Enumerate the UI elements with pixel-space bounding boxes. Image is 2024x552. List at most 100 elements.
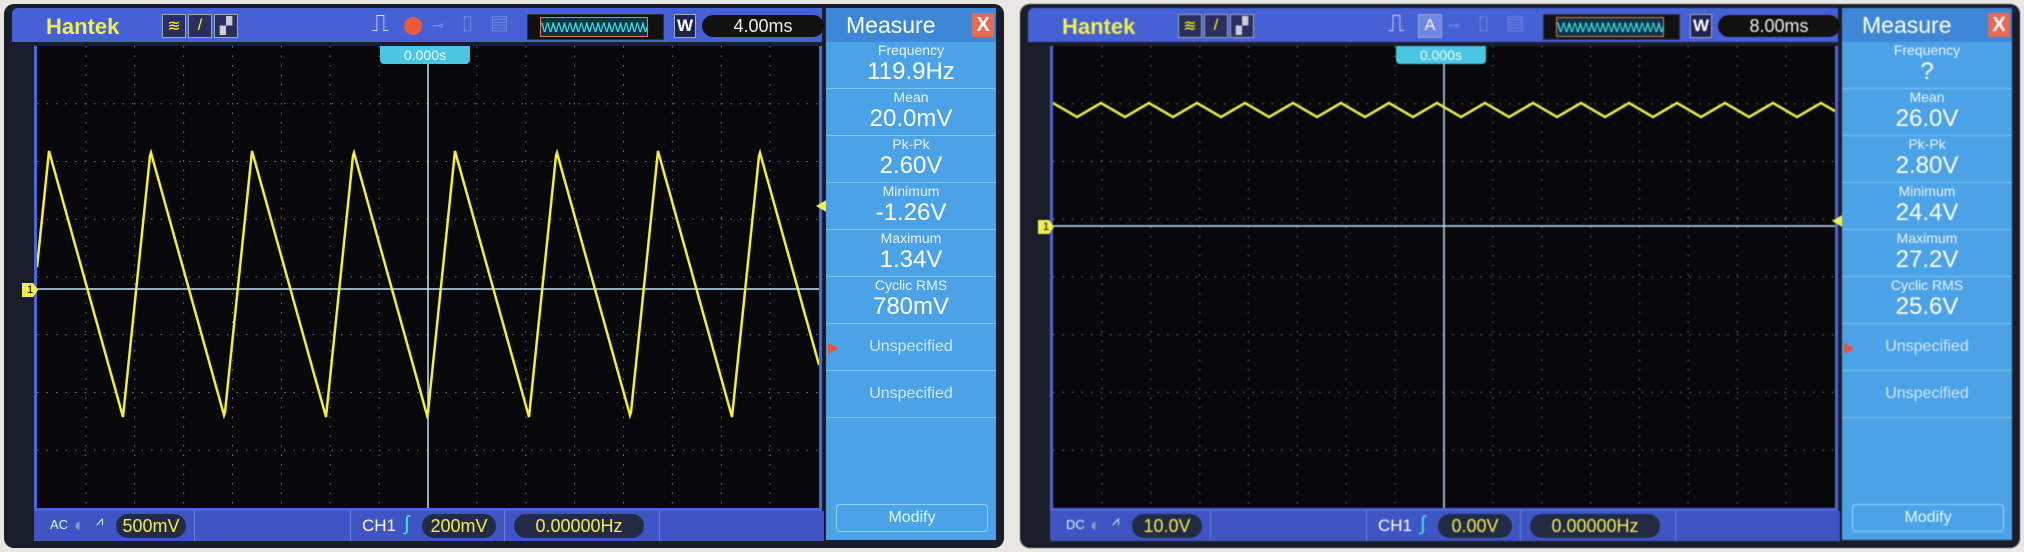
measure-item-maximum[interactable]: Maximum 1.34V <box>826 230 996 277</box>
measure-slot[interactable]: Unspecified <box>826 371 996 418</box>
measure-title: Measure <box>846 12 936 38</box>
measure-item-cyclic-rms[interactable]: Cyclic RMS 780mV <box>826 277 996 324</box>
measure-value: 2.60V <box>879 152 943 179</box>
auto-icon[interactable]: A <box>1418 14 1442 38</box>
slot-label: Unspecified <box>1885 338 1969 355</box>
measure-value: 27.2V <box>1895 246 1959 273</box>
channel-1-marker[interactable]: 1 <box>1038 220 1054 234</box>
usb-icon: ▯ <box>462 12 474 34</box>
measure-item-minimum[interactable]: Minimum -1.26V <box>826 183 996 230</box>
channel-label: CH1 <box>362 516 397 535</box>
measure-value: 25.6V <box>1895 293 1959 320</box>
trigger-level[interactable]: 200mV <box>422 514 496 538</box>
rising-edge-icon: ∫ <box>1420 513 1426 535</box>
modify-button[interactable]: Modify <box>1852 504 2004 532</box>
print-icon: ▤ <box>490 12 509 34</box>
coupling-label[interactable]: AC <box>50 517 69 532</box>
memory-position-bar[interactable]: WWWWWWWWWWWWWW <box>527 14 664 40</box>
trigger-level[interactable]: 0.00V <box>1438 514 1512 538</box>
key-icon: ⊸ <box>1448 17 1460 33</box>
rising-edge-icon: ∫ <box>404 513 410 535</box>
measure-item-mean[interactable]: Mean 26.0V <box>1842 89 2012 136</box>
key-icon: ⊸ <box>432 17 444 33</box>
measure-value: ? <box>1920 58 1934 85</box>
brand-logo: Hantek <box>1062 14 1136 39</box>
volts-per-div[interactable]: 500mV <box>116 514 186 538</box>
scope-screen-left: Hantek ≋ / ▞ ⎍ ⊸ ▯ ▤ WWWWWWWWWWWWWW W 4.… <box>4 4 1004 548</box>
usb-icon: ▯ <box>1478 12 1490 34</box>
trigger-edge-icon[interactable]: ⎍ <box>372 10 389 37</box>
measure-item-cyclic-rms[interactable]: Cyclic RMS 25.6V <box>1842 277 2012 324</box>
close-button[interactable]: X <box>972 13 994 37</box>
status-bar: DC ◐ ⩘ 10.0V CH1 ∫ 0.00V 0.00000Hz <box>1050 511 1840 541</box>
probe-icon: ◐ <box>74 515 85 535</box>
ch1-trace <box>37 148 819 420</box>
measure-slot[interactable]: ▶ Unspecified <box>1842 324 2012 371</box>
measure-value: 26.0V <box>1895 105 1959 132</box>
cursor-icon[interactable]: / <box>188 14 212 38</box>
measure-label: Pk-Pk <box>892 136 930 152</box>
measure-label: Maximum <box>880 230 942 246</box>
wave-mode-icon[interactable]: ≋ <box>1178 14 1202 38</box>
measure-panel: Measure X Frequency ? Mean 26.0V Pk-Pk 2… <box>1842 8 2012 540</box>
channel-1-marker[interactable]: 1 <box>22 283 38 297</box>
record-icon[interactable] <box>404 17 422 35</box>
measure-label: Maximum <box>1896 230 1958 246</box>
measure-label: Mean <box>1909 89 1945 105</box>
print-icon: ▤ <box>1506 12 1525 34</box>
selected-arrow-icon: ▶ <box>1844 339 1855 355</box>
close-button[interactable]: X <box>1988 13 2010 37</box>
waveform-display[interactable] <box>34 46 822 511</box>
trigger-frequency: 0.00000Hz <box>1530 514 1660 538</box>
measure-label: Cyclic RMS <box>1890 277 1964 293</box>
measure-item-pk-pk[interactable]: Pk-Pk 2.80V <box>1842 136 2012 183</box>
measure-value: 119.9Hz <box>867 58 955 85</box>
window-zoom-button[interactable]: W <box>674 14 696 38</box>
timebase-display[interactable]: 4.00ms <box>702 15 824 37</box>
ch1-trace <box>1053 101 1835 119</box>
trigger-position-label[interactable]: 0.000s <box>380 46 470 64</box>
measure-label: Minimum <box>882 183 940 199</box>
persist-icon[interactable]: ▞ <box>1230 14 1254 38</box>
measure-panel: Measure X Frequency 119.9Hz Mean 20.0mV … <box>826 8 996 540</box>
channel-label: CH1 <box>1378 516 1413 535</box>
coupling-label[interactable]: DC <box>1066 517 1085 532</box>
slot-label: Unspecified <box>869 338 953 355</box>
brand-logo: Hantek <box>46 14 120 39</box>
measure-label: Minimum <box>1898 183 1956 199</box>
trigger-edge-icon[interactable]: ⎍ <box>1388 10 1405 37</box>
measure-item-minimum[interactable]: Minimum 24.4V <box>1842 183 2012 230</box>
measure-item-pk-pk[interactable]: Pk-Pk 2.60V <box>826 136 996 183</box>
cursor-icon[interactable]: / <box>1204 14 1228 38</box>
measure-value: 780mV <box>872 293 950 320</box>
trigger-frequency: 0.00000Hz <box>514 514 644 538</box>
measure-label: Frequency <box>1893 42 1961 58</box>
measure-label: Frequency <box>877 42 945 58</box>
modify-button[interactable]: Modify <box>836 504 988 532</box>
measure-value: -1.26V <box>875 199 947 226</box>
measure-label: Mean <box>893 89 929 105</box>
persist-icon[interactable]: ▞ <box>214 14 238 38</box>
bandwidth-icon: ⩘ <box>96 513 104 528</box>
status-bar: AC ◐ ⩘ 500mV CH1 ∫ 200mV 0.00000Hz <box>34 511 824 541</box>
window-zoom-button[interactable]: W <box>1690 14 1712 38</box>
graticule <box>1053 46 1835 508</box>
scope-screen-right: Hantek ≋ / ▞ ⎍ A ⊸ ▯ ▤ WWWWWWWWWWWWWW W … <box>1020 4 2020 548</box>
top-toolbar: Hantek ≋ / ▞ ⎍ A ⊸ ▯ ▤ WWWWWWWWWWWWWW W … <box>1028 8 1840 42</box>
measure-item-frequency[interactable]: Frequency 119.9Hz <box>826 42 996 89</box>
measure-title: Measure <box>1862 12 1952 38</box>
waveform-display[interactable] <box>1050 46 1838 511</box>
measure-slot[interactable]: Unspecified <box>1842 371 2012 418</box>
timebase-display[interactable]: 8.00ms <box>1718 15 1840 37</box>
measure-label: Cyclic RMS <box>874 277 948 293</box>
wave-mode-icon[interactable]: ≋ <box>162 14 186 38</box>
volts-per-div[interactable]: 10.0V <box>1132 514 1202 538</box>
measure-item-maximum[interactable]: Maximum 27.2V <box>1842 230 2012 277</box>
measure-item-frequency[interactable]: Frequency ? <box>1842 42 2012 89</box>
memory-position-bar[interactable]: WWWWWWWWWWWWWW <box>1543 14 1680 40</box>
selected-arrow-icon: ▶ <box>828 339 839 355</box>
measure-slot[interactable]: ▶ Unspecified <box>826 324 996 371</box>
measure-label: Pk-Pk <box>1908 136 1946 152</box>
measure-item-mean[interactable]: Mean 20.0mV <box>826 89 996 136</box>
trigger-position-label[interactable]: 0.000s <box>1396 46 1486 64</box>
